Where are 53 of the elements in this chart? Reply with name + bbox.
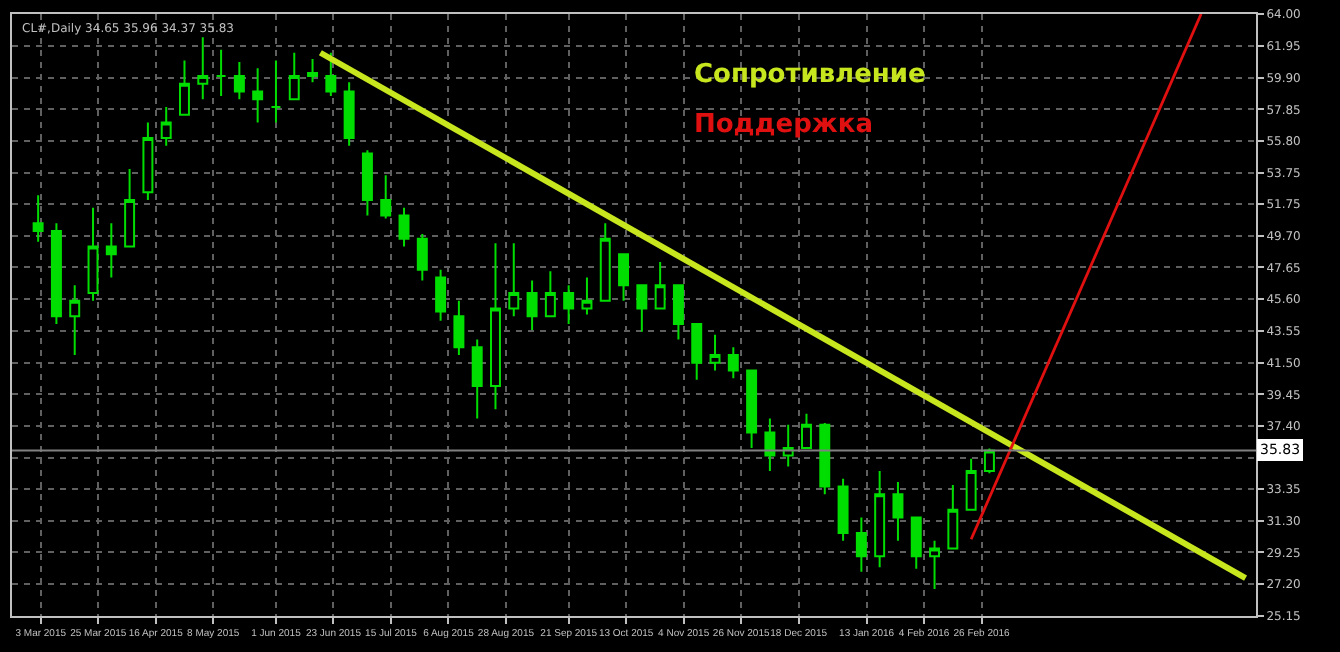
candlestick: [508, 242, 520, 318]
candlestick: [160, 105, 172, 147]
candlestick: [50, 222, 62, 325]
candlestick: [672, 284, 684, 341]
candlestick: [636, 284, 648, 333]
text: Сопротивление: [694, 60, 926, 90]
candlestick: [746, 369, 758, 449]
candlestick: [947, 484, 959, 550]
candlestick: [361, 149, 373, 217]
candlestick: [453, 299, 465, 356]
candlestick: [618, 253, 630, 302]
candlestick: [691, 322, 703, 381]
candlestick: [837, 477, 849, 542]
candlestick: [435, 268, 447, 322]
candlestick: [179, 59, 190, 116]
candlestick: [288, 51, 300, 101]
candlestick: [270, 59, 282, 124]
candlestick: [599, 222, 611, 302]
candlestick: [801, 412, 812, 449]
candlestick: [910, 516, 922, 570]
candlestick: [855, 516, 867, 573]
candlestick: [929, 539, 941, 590]
candlestick: [142, 121, 154, 201]
candlestick: [416, 233, 428, 282]
candlestick: [819, 422, 831, 496]
candlestick: [544, 270, 556, 318]
candlestick: [215, 48, 227, 98]
candlestick: [764, 417, 776, 473]
candlestick: [197, 36, 209, 101]
candlestick: [398, 206, 410, 248]
candlestick: [87, 206, 99, 302]
candlestick: [252, 67, 264, 124]
candlestick: [325, 51, 337, 98]
candlestick: [892, 480, 904, 542]
candlestick: [471, 338, 483, 420]
candlestick: [307, 57, 319, 84]
candlestick: [343, 81, 355, 147]
candlestick: [69, 284, 81, 356]
candlestick: [581, 276, 593, 316]
candlestick: [32, 194, 44, 243]
candlestick: [563, 284, 575, 325]
candlestick: [233, 61, 245, 101]
candlestick: [124, 167, 136, 248]
candlestick: [380, 174, 392, 220]
candlestick: [727, 346, 739, 380]
candlestick: [709, 333, 721, 372]
candlestick: [874, 470, 886, 569]
text: Поддержка: [694, 110, 873, 140]
candlestick: [654, 260, 666, 310]
candlestick: [526, 279, 538, 332]
candlestick: [965, 457, 977, 511]
candlestick: [105, 222, 117, 279]
candlestick: [490, 242, 501, 411]
